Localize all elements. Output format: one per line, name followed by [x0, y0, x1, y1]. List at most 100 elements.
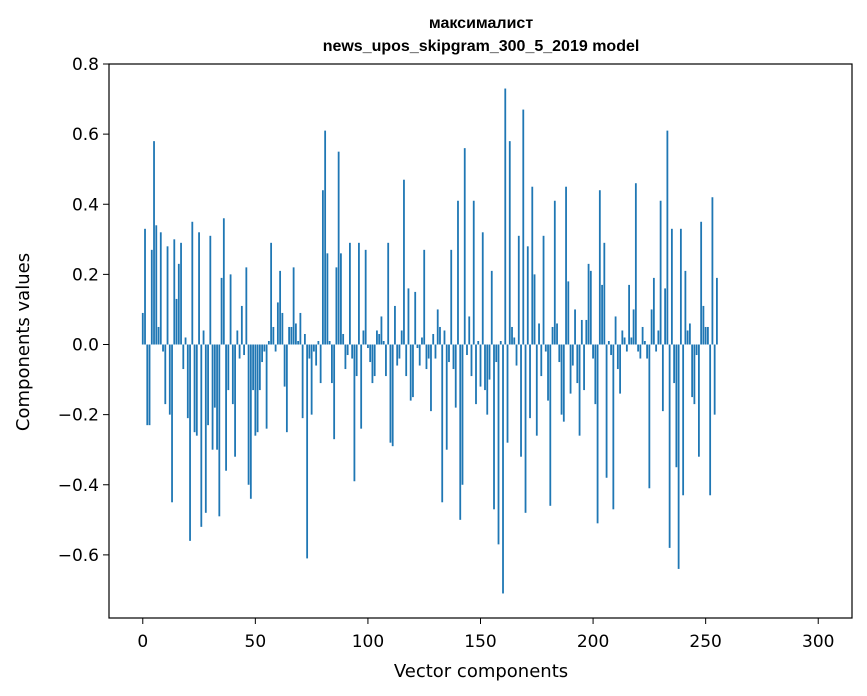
bar-component-213 [621, 330, 624, 345]
bar-component-152 [484, 344, 486, 391]
bar-component-231 [661, 344, 664, 412]
bar-component-232 [664, 288, 667, 345]
bar-component-125 [423, 249, 426, 345]
bar-component-173 [531, 186, 534, 345]
bar-component-252 [709, 344, 712, 496]
bar-component-225 [648, 344, 651, 489]
y-axis-label: Components values [13, 253, 34, 431]
bar-component-153 [486, 344, 489, 415]
bar-component-29 [207, 344, 209, 426]
bar-component-95 [355, 344, 358, 377]
bar-component-154 [488, 344, 491, 380]
bar-component-143 [463, 148, 466, 345]
bar-component-174 [533, 274, 536, 345]
bar-component-197 [585, 319, 588, 345]
bar-component-102 [371, 344, 374, 384]
bar-component-155 [490, 270, 493, 345]
bar-component-128 [430, 344, 432, 412]
bar-component-71 [301, 344, 304, 419]
bar-component-110 [389, 344, 392, 443]
bar-component-245 [693, 344, 696, 405]
bar-component-216 [628, 284, 630, 345]
bar-component-147 [472, 200, 475, 345]
bar-component-251 [707, 326, 709, 345]
bar-component-130 [434, 344, 437, 359]
bar-component-31 [211, 344, 214, 450]
bar-component-185 [558, 344, 561, 363]
bar-component-19 [184, 337, 187, 345]
bar-component-126 [425, 344, 428, 370]
bar-component-157 [495, 344, 498, 363]
bar-component-9 [162, 344, 164, 352]
bar-component-72 [303, 333, 306, 345]
bar-component-168 [520, 344, 522, 457]
bar-component-55 [265, 344, 268, 429]
bar-component-175 [535, 344, 538, 436]
bar-component-81 [324, 130, 327, 345]
bar-component-163 [508, 141, 511, 345]
bar-component-220 [637, 344, 640, 352]
bar-component-63 [283, 344, 286, 387]
bar-component-187 [562, 344, 565, 422]
bar-component-111 [391, 344, 394, 447]
bar-component-241 [684, 270, 687, 345]
bar-component-115 [400, 330, 403, 345]
bar-component-234 [668, 344, 671, 548]
y-tick-label: 0.8 [72, 55, 99, 75]
bar-component-162 [506, 344, 509, 443]
chart-subtitle: news_upos_skipgram_300_5_2019 model [323, 38, 640, 55]
bar-component-176 [538, 323, 540, 345]
bar-component-62 [281, 312, 284, 345]
bar-component-80 [321, 190, 324, 345]
x-tick-label: 0 [137, 632, 148, 652]
bar-component-138 [452, 344, 455, 370]
bar-component-207 [607, 341, 610, 345]
y-tick-label: −0.2 [58, 406, 99, 426]
bar-component-74 [308, 344, 311, 359]
bar-component-59 [274, 344, 277, 352]
x-axis-label: Vector components [394, 661, 568, 682]
bar-component-97 [360, 344, 363, 429]
bar-component-145 [468, 316, 471, 345]
bar-component-238 [677, 344, 680, 569]
bar-component-123 [418, 344, 421, 366]
bar-component-60 [276, 302, 279, 345]
bar-component-121 [414, 291, 417, 345]
bar-component-137 [450, 249, 453, 345]
bar-component-41 [234, 344, 236, 457]
bar-component-149 [477, 341, 480, 345]
bar-component-222 [641, 326, 644, 345]
bar-component-230 [659, 200, 662, 345]
bar-component-54 [263, 344, 266, 352]
bar-component-56 [267, 341, 270, 345]
bar-component-49 [252, 344, 254, 391]
bar-component-87 [337, 151, 340, 345]
bar-component-136 [448, 344, 450, 363]
bar-component-43 [238, 344, 241, 359]
bar-component-46 [245, 267, 248, 345]
y-tick-label: −0.6 [58, 546, 99, 566]
bar-component-164 [511, 326, 513, 345]
bar-component-199 [589, 270, 592, 345]
bar-component-77 [315, 344, 318, 366]
bar-component-132 [439, 326, 441, 345]
bar-component-253 [711, 197, 714, 345]
bar-component-117 [405, 344, 408, 377]
bar-component-215 [625, 344, 628, 352]
bar-component-235 [670, 228, 673, 345]
bar-component-61 [279, 270, 282, 345]
bar-component-221 [639, 344, 642, 359]
bar-component-204 [601, 284, 603, 345]
bar-component-236 [673, 344, 676, 384]
bar-component-106 [380, 316, 383, 345]
bar-component-169 [522, 109, 525, 345]
bar-component-214 [623, 337, 626, 345]
bar-component-156 [493, 344, 495, 510]
bar-component-66 [290, 326, 293, 345]
bar-component-217 [630, 337, 633, 345]
bar-component-228 [655, 344, 658, 352]
bar-component-38 [227, 344, 230, 391]
bar-component-6 [155, 225, 158, 345]
